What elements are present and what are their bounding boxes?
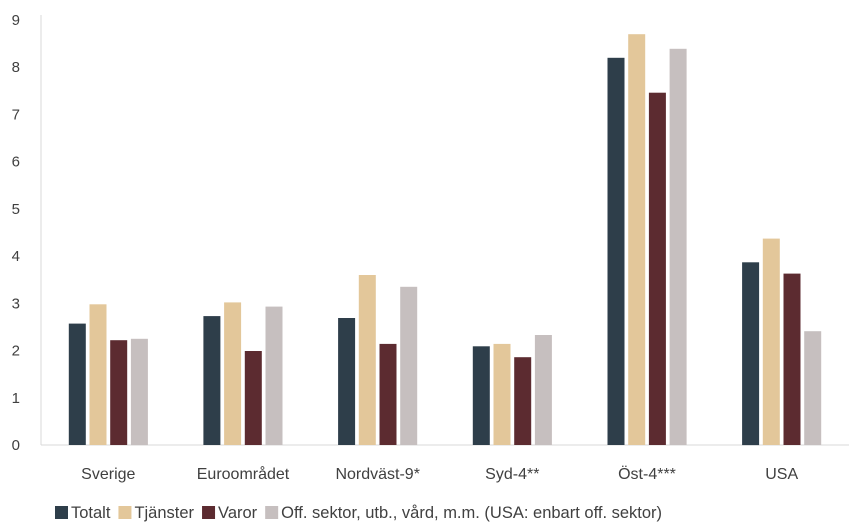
bar	[648, 92, 666, 445]
bar	[762, 238, 780, 445]
legend-label: Off. sektor, utb., vård, m.m. (USA: enba…	[281, 504, 662, 522]
bar	[607, 57, 625, 446]
x-axis-labels: Sverige Euroområdet Nordväst-9* Syd-4** Öst-…	[81, 465, 798, 483]
legend-label: Varor	[218, 504, 258, 522]
bar	[224, 302, 242, 445]
y-tick-label: 4	[12, 248, 20, 265]
bar	[534, 335, 552, 445]
bar	[338, 318, 356, 445]
bar	[110, 340, 128, 445]
bar	[493, 343, 511, 445]
bar	[203, 316, 221, 445]
bar	[669, 48, 687, 446]
legend-swatch	[202, 506, 216, 519]
bar	[400, 286, 418, 445]
bar	[358, 275, 376, 445]
y-tick-label: 2	[12, 343, 20, 360]
y-tick-label: 3	[12, 295, 20, 312]
bar	[68, 323, 86, 445]
x-tick-label: Nordväst-9*	[335, 466, 419, 483]
legend-swatch	[55, 506, 68, 519]
legend-swatch	[265, 506, 279, 519]
y-tick-label: 8	[12, 59, 20, 76]
bars	[68, 34, 822, 446]
y-tick-label: 7	[12, 106, 20, 123]
x-tick-label: Öst-4***	[618, 465, 676, 483]
x-tick-label: Euroområdet	[197, 465, 290, 483]
axes	[40, 15, 849, 446]
bar	[379, 343, 397, 445]
bar	[130, 338, 148, 446]
x-tick-label: Sverige	[81, 466, 135, 483]
x-tick-label: USA	[765, 466, 798, 483]
bar	[265, 306, 283, 445]
y-tick-label: 1	[12, 390, 20, 407]
bar	[472, 346, 490, 445]
bar	[783, 273, 801, 445]
bar	[514, 357, 532, 445]
x-tick-label: Syd-4**	[485, 466, 539, 483]
legend-label: Tjänster	[134, 504, 194, 522]
bar	[804, 331, 822, 445]
legend-label: Totalt	[71, 504, 111, 522]
bar	[628, 34, 646, 445]
y-tick-label: 0	[12, 437, 20, 454]
legend: Totalt Tjänster Varor Off. sektor, utb., vå…	[55, 504, 662, 522]
y-tick-label: 5	[12, 201, 20, 218]
bar	[244, 351, 262, 445]
y-tick-label: 6	[12, 154, 20, 171]
bar	[742, 262, 760, 446]
y-axis-ticks: 0 1 2 3 4 5 6 7 8 9	[12, 12, 20, 454]
bar	[89, 304, 107, 445]
legend-swatch	[118, 506, 132, 519]
y-tick-label: 9	[12, 12, 20, 29]
